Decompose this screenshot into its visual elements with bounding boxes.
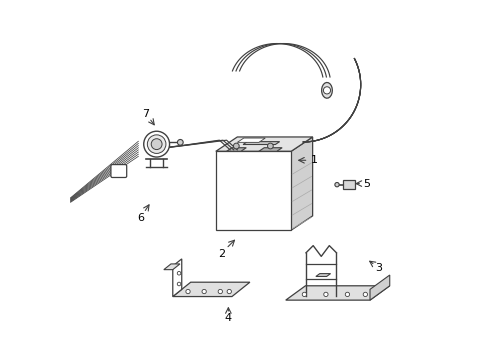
Circle shape — [345, 292, 349, 297]
Text: 1: 1 — [310, 155, 317, 165]
Circle shape — [218, 289, 222, 294]
Text: 3: 3 — [375, 263, 382, 273]
Polygon shape — [172, 259, 182, 297]
Polygon shape — [172, 282, 249, 297]
Polygon shape — [290, 137, 312, 230]
Polygon shape — [163, 264, 180, 270]
Text: 7: 7 — [142, 109, 149, 119]
Circle shape — [177, 282, 181, 286]
Circle shape — [147, 135, 165, 153]
Polygon shape — [315, 274, 330, 276]
Circle shape — [151, 139, 162, 149]
Polygon shape — [369, 275, 389, 300]
Circle shape — [143, 131, 169, 157]
Circle shape — [323, 87, 330, 94]
Circle shape — [323, 292, 327, 297]
Circle shape — [267, 143, 273, 149]
Circle shape — [185, 289, 190, 294]
Text: 6: 6 — [137, 213, 143, 222]
Circle shape — [226, 289, 231, 294]
Circle shape — [177, 271, 181, 275]
Text: 5: 5 — [362, 179, 369, 189]
Circle shape — [202, 289, 206, 294]
Polygon shape — [226, 148, 246, 151]
Circle shape — [302, 292, 306, 297]
Circle shape — [363, 292, 367, 297]
Polygon shape — [343, 180, 354, 189]
Polygon shape — [321, 82, 332, 98]
Circle shape — [233, 143, 239, 149]
Polygon shape — [237, 138, 265, 142]
Polygon shape — [215, 151, 290, 230]
Circle shape — [177, 139, 183, 145]
Polygon shape — [243, 141, 279, 144]
Polygon shape — [285, 286, 389, 300]
FancyBboxPatch shape — [111, 165, 126, 177]
Text: 4: 4 — [224, 313, 231, 323]
Text: 2: 2 — [217, 248, 224, 258]
Polygon shape — [215, 137, 312, 151]
Circle shape — [334, 183, 339, 187]
Polygon shape — [258, 148, 282, 151]
